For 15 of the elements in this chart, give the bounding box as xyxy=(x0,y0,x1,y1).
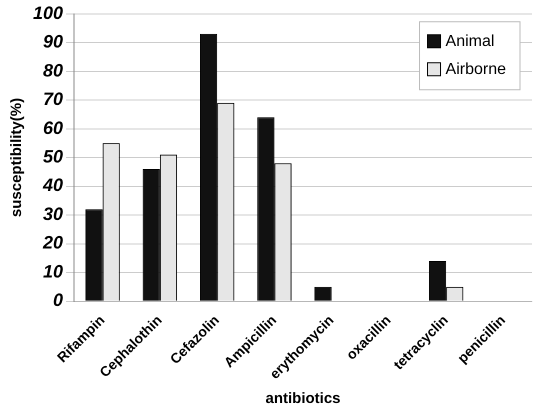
legend-label: Airborne xyxy=(446,61,506,78)
y-tick-label: 0 xyxy=(53,290,64,310)
y-tick-label: 40 xyxy=(42,175,64,196)
y-tick-label: 60 xyxy=(43,118,64,138)
y-tick-label: 30 xyxy=(43,204,64,224)
y-tick-label: 20 xyxy=(42,232,64,253)
y-tick-label: 50 xyxy=(43,146,64,166)
y-tick-label: 70 xyxy=(43,89,64,110)
y-tick-label: 100 xyxy=(32,2,64,23)
y-tick-label: 10 xyxy=(43,261,64,282)
y-tick-label: 90 xyxy=(43,32,64,52)
legend-label: Animal xyxy=(446,33,494,50)
y-axis-title: susceptibility(%) xyxy=(8,98,26,218)
x-axis-title: antibiotics xyxy=(266,390,341,408)
y-tick-label: 80 xyxy=(43,60,64,80)
